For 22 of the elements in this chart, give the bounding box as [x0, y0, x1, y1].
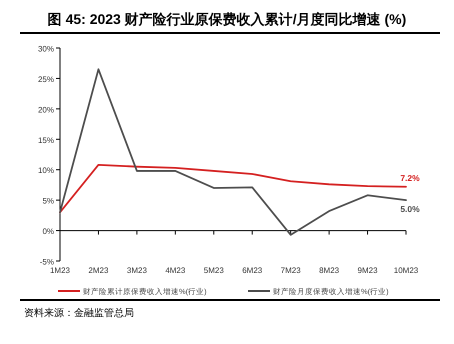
y-tick-label: 15%: [38, 136, 54, 145]
y-tick-label: 20%: [38, 105, 54, 114]
chart-title: 图 45: 2023 财产险行业原保费收入累计/月度同比增速 (%): [48, 11, 406, 27]
y-tick-label: 0%: [42, 227, 54, 236]
y-tick-label: 30%: [38, 44, 54, 54]
x-tick-label: 9M23: [358, 266, 378, 275]
text: 资料来源：金融监管总局: [24, 307, 134, 319]
x-tick-label: 7M23: [280, 266, 302, 275]
x-tick-label: 1M23: [50, 266, 71, 275]
x-tick-label: 3M23: [126, 266, 148, 275]
data-label: 5.0%: [400, 204, 420, 214]
x-tick-label: 5M23: [204, 266, 224, 275]
x-tick-label: 2M23: [88, 266, 109, 275]
x-tick-label: 6M23: [242, 266, 263, 275]
y-tick-label: 25%: [38, 74, 54, 84]
y-tick-label: 10%: [38, 166, 54, 176]
y-tick-label: -5%: [40, 258, 54, 266]
data-label: 7.2%: [400, 172, 420, 183]
x-tick-label: 4M23: [165, 266, 186, 275]
x-tick-label: 8M23: [319, 266, 340, 275]
y-tick-label: 5%: [42, 196, 54, 206]
x-tick-label: 10M23: [394, 266, 419, 275]
